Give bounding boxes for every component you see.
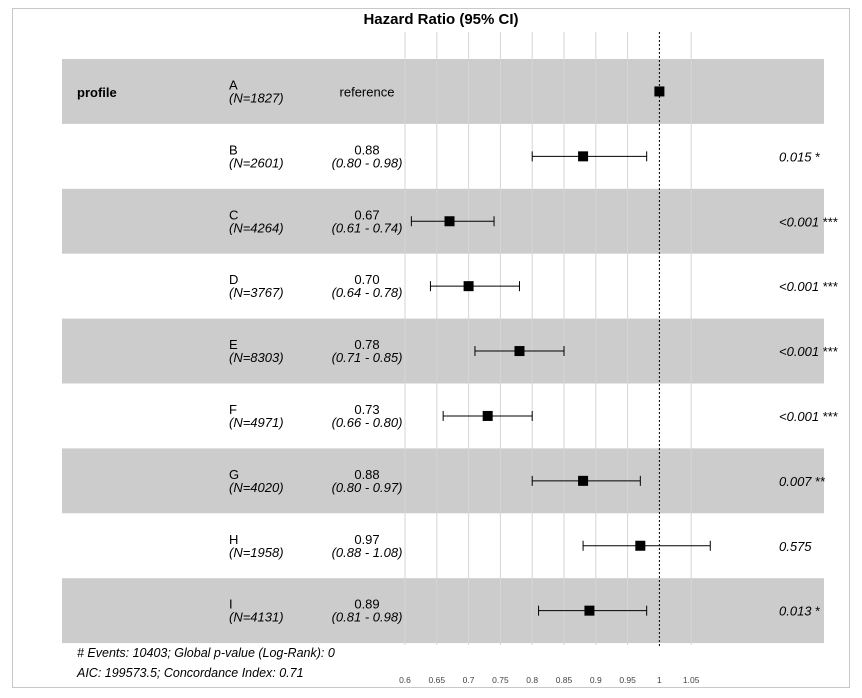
n-label: (N=4971) [229, 415, 284, 430]
hr-point [635, 540, 646, 551]
hr-point [584, 605, 595, 616]
x-tick-label: 0.6 [399, 675, 411, 685]
hr-label: 0.88 [354, 142, 379, 157]
ci-label: (0.71 - 0.85) [332, 350, 403, 365]
level-label: C [229, 207, 238, 222]
p-value-label: <0.001 *** [779, 344, 838, 359]
x-tick-label: 0.7 [463, 675, 475, 685]
n-label: (N=4131) [229, 610, 284, 625]
level-label: I [229, 597, 233, 612]
hr-label: 0.78 [354, 337, 379, 352]
forest-row: A(N=1827) reference [229, 77, 665, 105]
level-label: B [229, 142, 238, 157]
forest-row: G(N=4020) 0.88(0.80 - 0.97) 0.007 ** [229, 467, 825, 495]
forest-row: F(N=4971) 0.73(0.66 - 0.80) <0.001 *** [229, 402, 838, 430]
ci-label: (0.88 - 1.08) [332, 545, 403, 560]
level-label: D [229, 272, 238, 287]
row-band [62, 59, 824, 124]
hr-point [463, 281, 474, 292]
level-label: G [229, 467, 239, 482]
row-band [62, 578, 824, 644]
x-tick-label: 0.8 [526, 675, 538, 685]
level-label: E [229, 337, 238, 352]
hr-point [514, 346, 525, 357]
hr-label: 0.70 [354, 272, 379, 287]
p-value-label: 0.575 [779, 539, 812, 554]
x-tick-label: 0.9 [590, 675, 602, 685]
ci-label: (0.61 - 0.74) [332, 220, 403, 235]
n-label: (N=3767) [229, 285, 284, 300]
p-value-label: 0.013 * [779, 604, 820, 619]
x-tick-label: 0.65 [429, 675, 446, 685]
x-tick-label: 1.05 [683, 675, 700, 685]
forest-row: H(N=1958) 0.97(0.88 - 1.08) 0.575 [229, 532, 812, 560]
x-axis-ticks: 0.6 0.65 0.7 0.75 0.8 0.85 0.9 0.95 1 1.05 [399, 675, 700, 685]
p-value-label: <0.001 *** [779, 409, 838, 424]
hr-label: reference [340, 84, 395, 99]
x-tick-label: 0.85 [556, 675, 573, 685]
hr-point [578, 475, 589, 486]
n-label: (N=1958) [229, 545, 284, 560]
level-label: F [229, 402, 237, 417]
ci-label: (0.80 - 0.98) [332, 155, 403, 170]
n-label: (N=4264) [229, 220, 284, 235]
hr-point [444, 216, 455, 227]
hr-point [578, 151, 589, 162]
ci-label: (0.64 - 0.78) [332, 285, 403, 300]
p-value-label: 0.007 ** [779, 474, 825, 489]
hr-label: 0.73 [354, 402, 379, 417]
hr-label: 0.67 [354, 207, 379, 222]
footer-events: # Events: 10403; Global p-value (Log-Ran… [77, 646, 335, 660]
x-tick-label: 0.75 [492, 675, 509, 685]
forest-row: I(N=4131) 0.89(0.81 - 0.98) 0.013 * [229, 597, 820, 625]
chart-title: Hazard Ratio (95% CI) [363, 11, 518, 28]
row-bands [62, 59, 824, 644]
row-band [62, 448, 824, 514]
ci-label: (0.80 - 0.97) [332, 480, 403, 495]
p-value-label: <0.001 *** [779, 279, 838, 294]
x-tick-label: 1 [657, 675, 662, 685]
level-label: H [229, 532, 238, 547]
forest-row: C(N=4264) 0.67(0.61 - 0.74) <0.001 *** [229, 207, 838, 235]
x-tick-label: 0.95 [619, 675, 636, 685]
ci-label: (0.66 - 0.80) [332, 415, 403, 430]
chart-frame [12, 8, 850, 688]
variable-label: profile [77, 85, 117, 100]
footer-aic: AIC: 199573.5; Concordance Index: 0.71 [76, 666, 304, 680]
n-label: (N=1827) [229, 90, 284, 105]
forest-row: E(N=8303) 0.78(0.71 - 0.85) <0.001 *** [229, 337, 838, 365]
x-gridlines [404, 32, 692, 645]
ci-label: (0.81 - 0.98) [332, 610, 403, 625]
level-label: A [229, 77, 238, 92]
hr-point [654, 86, 665, 97]
n-label: (N=8303) [229, 350, 284, 365]
hr-label: 0.88 [354, 467, 379, 482]
hr-label: 0.97 [354, 532, 379, 547]
hr-label: 0.89 [354, 597, 379, 612]
hr-point [482, 410, 493, 421]
n-label: (N=2601) [229, 155, 284, 170]
p-value-label: <0.001 *** [779, 214, 838, 229]
n-label: (N=4020) [229, 480, 284, 495]
p-value-label: 0.015 * [779, 149, 820, 164]
row-band [62, 318, 824, 384]
forest-row: D(N=3767) 0.70(0.64 - 0.78) <0.001 *** [229, 272, 838, 300]
forest-row: B(N=2601) 0.88(0.80 - 0.98) 0.015 * [229, 142, 820, 170]
